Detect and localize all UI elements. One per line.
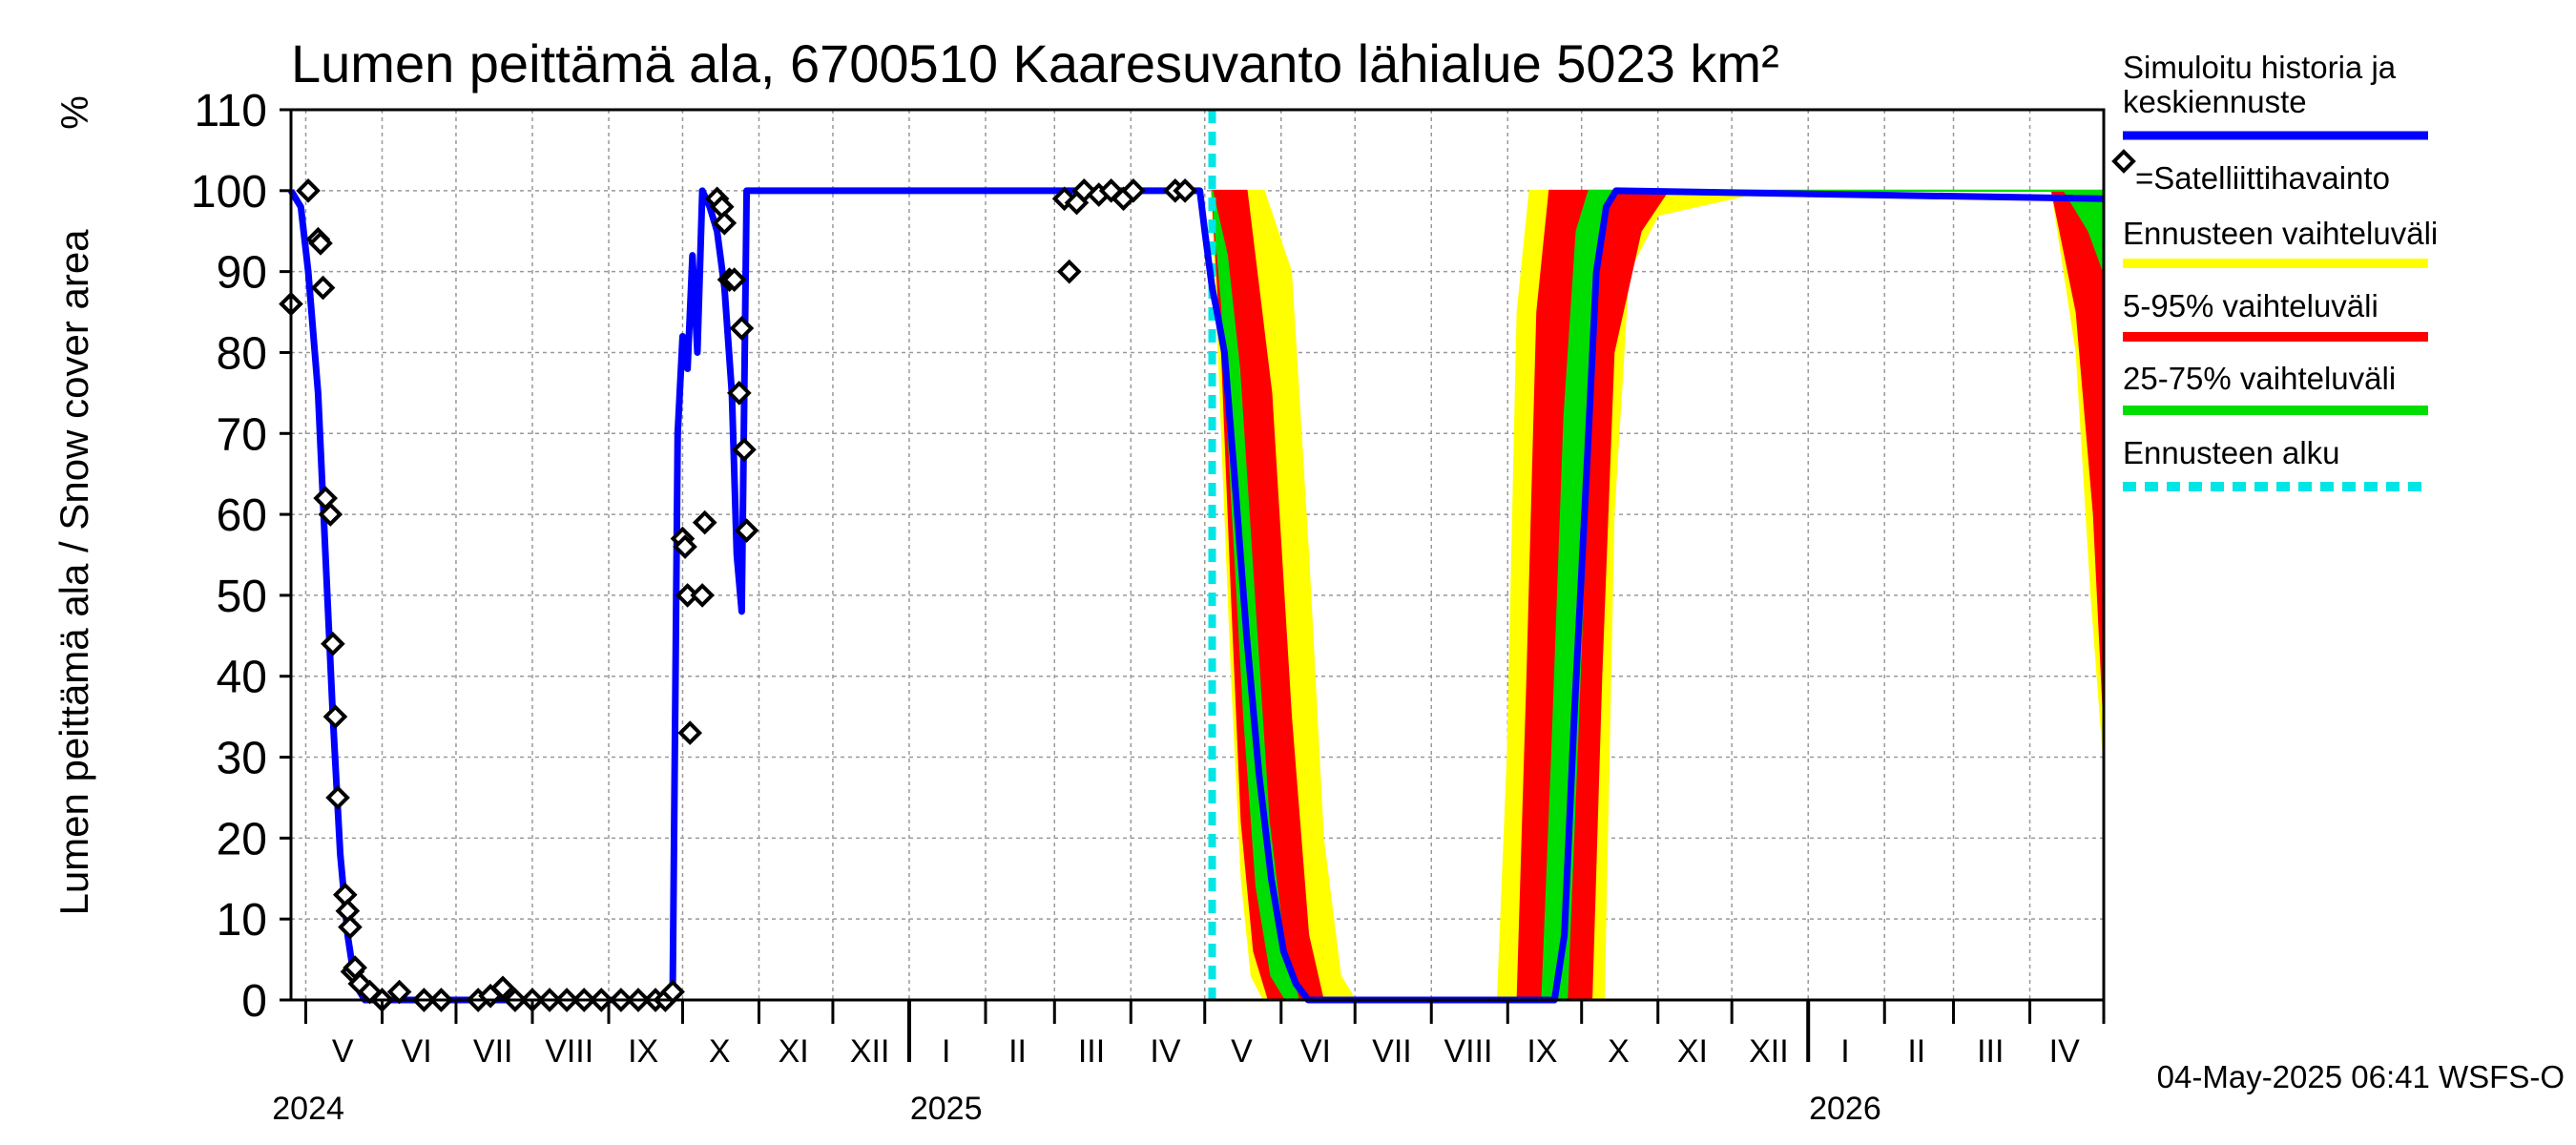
satellite-marker xyxy=(673,534,697,559)
simulated-line xyxy=(288,187,2105,1004)
satellite-marker xyxy=(692,510,717,535)
month-label: I xyxy=(942,1033,950,1070)
year-label: 2025 xyxy=(910,1091,983,1127)
satellite-marker xyxy=(325,785,350,810)
y-tick-label: 80 xyxy=(217,328,267,379)
satellite-marker xyxy=(677,720,703,745)
y-tick-label: 20 xyxy=(217,814,267,864)
satellite-marker xyxy=(727,381,752,406)
legend-label-line: keskiennuste xyxy=(2123,84,2307,119)
month-label: V xyxy=(1231,1033,1253,1070)
month-label: X xyxy=(709,1033,731,1070)
satellite-marker xyxy=(1173,177,1197,203)
y-tick-label: 100 xyxy=(191,167,267,218)
month-label: IV xyxy=(2049,1033,2080,1070)
legend-label-5: Ennusteen alku xyxy=(2123,435,2340,470)
satellite-marker xyxy=(1121,177,1146,203)
satellite-marker xyxy=(296,177,321,203)
month-label: IV xyxy=(1150,1033,1180,1070)
y-tick-label: 60 xyxy=(217,490,267,541)
month-label: III xyxy=(1977,1033,2004,1070)
satellite-marker xyxy=(310,275,336,301)
band-3 xyxy=(1211,189,2105,1001)
month-label: VII xyxy=(1372,1033,1412,1070)
satellite-marker xyxy=(721,267,747,292)
month-label: XI xyxy=(779,1033,809,1070)
y-tick-label: 40 xyxy=(217,653,267,703)
satellite-marker xyxy=(318,502,343,527)
month-label: VII xyxy=(473,1033,513,1070)
month-label: III xyxy=(1078,1033,1105,1070)
year-label: 2024 xyxy=(272,1091,344,1127)
month-label: VI xyxy=(1300,1033,1331,1070)
satellite-marker xyxy=(734,518,759,543)
footer-timestamp: 04-May-2025 06:41 WSFS-O xyxy=(2157,1059,2565,1094)
legend-label-simulated: Simuloitu historia ja keskiennuste xyxy=(2123,50,2397,119)
month-label: IX xyxy=(1527,1033,1557,1070)
y-tick-label: 50 xyxy=(217,572,267,622)
satellite-marker xyxy=(322,704,348,729)
grid xyxy=(291,109,2105,1001)
satellite-marker xyxy=(690,583,715,608)
plot-frame xyxy=(289,108,2106,1002)
satellite-marker xyxy=(338,914,363,940)
month-label: IX xyxy=(628,1033,658,1070)
legend: Simuloitu historia ja keskiennuste =Satell… xyxy=(2111,50,2438,491)
y-axis-label: Lumen peittämä ala / Snow cover area xyxy=(52,229,96,916)
forecast-bands xyxy=(1211,189,2105,1001)
y-tick-label: 110 xyxy=(194,86,267,136)
year-label: 2026 xyxy=(1809,1091,1881,1127)
y-unit-label: % xyxy=(54,95,96,130)
month-label: II xyxy=(1008,1033,1027,1070)
y-tick-label: 10 xyxy=(217,895,267,946)
month-label: V xyxy=(332,1033,354,1070)
satellite-marker xyxy=(729,316,755,341)
legend-label-satellite: =Satelliittihavainto xyxy=(2135,160,2390,196)
satellite-marker xyxy=(660,979,685,1005)
month-label: X xyxy=(1608,1033,1630,1070)
satellite-marker xyxy=(712,210,737,236)
month-label: XII xyxy=(1749,1033,1789,1070)
y-tick-label: 0 xyxy=(241,976,267,1027)
month-label: I xyxy=(1840,1033,1849,1070)
legend-swatch-satellite xyxy=(2111,149,2136,174)
month-label: II xyxy=(1907,1033,1925,1070)
y-tick-label: 90 xyxy=(217,248,267,299)
satellite-marker xyxy=(308,231,333,256)
band-4 xyxy=(1211,189,2105,1001)
month-label: VIII xyxy=(545,1033,593,1070)
satellite-marker xyxy=(386,979,412,1005)
legend-label-4: 25-75% vaihteluväli xyxy=(2123,361,2396,396)
legend-label-line: Simuloitu historia ja xyxy=(2123,50,2397,85)
chart-title: Lumen peittämä ala, 6700510 Kaaresuvanto… xyxy=(291,33,1779,94)
month-label: VIII xyxy=(1444,1033,1492,1070)
month-label: XI xyxy=(1677,1033,1708,1070)
y-tick-label: 70 xyxy=(217,409,267,460)
satellite-marker xyxy=(490,975,515,1001)
month-label: VI xyxy=(402,1033,432,1070)
legend-label-2: Ennusteen vaihteluväli xyxy=(2123,216,2438,251)
month-label: XII xyxy=(850,1033,890,1070)
satellite-marker xyxy=(1056,259,1082,284)
satellite-marker xyxy=(321,631,345,656)
satellite-marker xyxy=(732,437,757,463)
series-lines xyxy=(288,110,2105,1004)
legend-label-3: 5-95% vaihteluväli xyxy=(2123,288,2379,323)
y-tick-label: 30 xyxy=(217,734,267,784)
